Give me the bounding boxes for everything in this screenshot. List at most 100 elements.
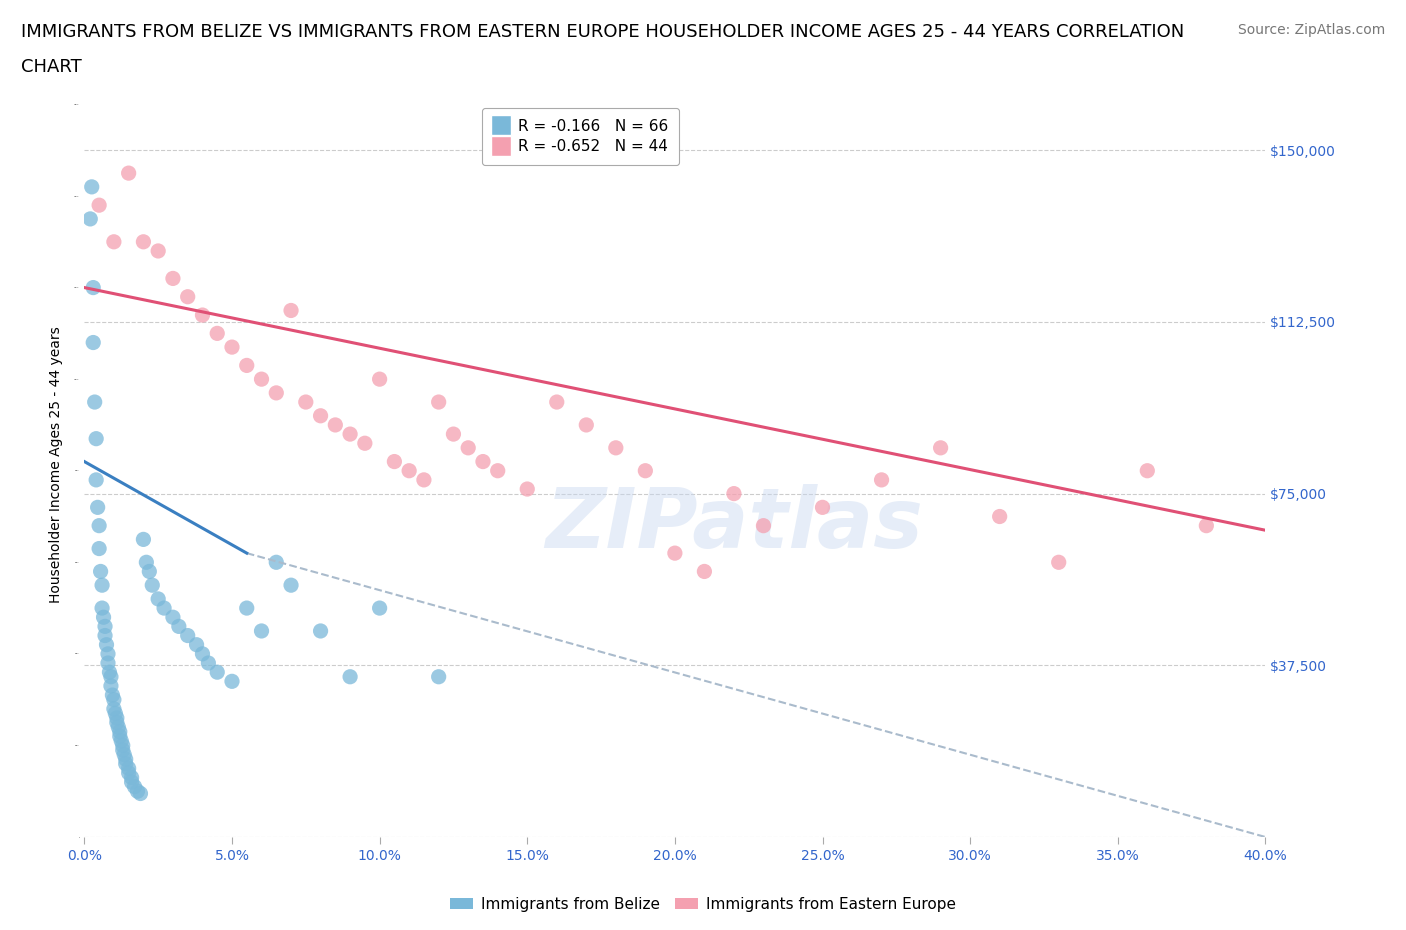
Point xyxy=(91,578,114,592)
Point xyxy=(546,394,568,409)
Point xyxy=(339,427,361,442)
Point xyxy=(108,729,131,744)
Point xyxy=(127,784,149,799)
Point xyxy=(89,518,111,533)
Point xyxy=(111,742,134,757)
Point xyxy=(339,670,361,684)
Point xyxy=(112,747,135,762)
Point xyxy=(153,601,176,616)
Text: IMMIGRANTS FROM BELIZE VS IMMIGRANTS FROM EASTERN EUROPE HOUSEHOLDER INCOME AGES: IMMIGRANTS FROM BELIZE VS IMMIGRANTS FRO… xyxy=(21,23,1184,41)
Point xyxy=(516,482,538,497)
Point xyxy=(162,610,184,625)
Point xyxy=(84,432,107,446)
Point xyxy=(100,670,122,684)
Point xyxy=(97,646,120,661)
Point xyxy=(135,555,157,570)
Point xyxy=(114,751,136,766)
Point xyxy=(91,601,114,616)
Point xyxy=(280,578,302,592)
Point xyxy=(250,623,273,638)
Point xyxy=(280,303,302,318)
Point xyxy=(101,687,124,702)
Point xyxy=(162,271,184,286)
Point xyxy=(124,779,146,794)
Point xyxy=(148,591,170,606)
Point xyxy=(105,711,128,725)
Point xyxy=(191,646,214,661)
Point xyxy=(103,234,125,249)
Point xyxy=(94,628,117,643)
Point xyxy=(221,674,243,689)
Point xyxy=(323,418,347,432)
Point xyxy=(83,394,105,409)
Point xyxy=(457,441,479,456)
Text: ZIPatlas: ZIPatlas xyxy=(546,484,922,565)
Point xyxy=(575,418,598,432)
Point xyxy=(129,786,152,801)
Point xyxy=(79,211,101,226)
Point xyxy=(236,358,259,373)
Point xyxy=(177,628,200,643)
Point xyxy=(723,486,745,501)
Point xyxy=(191,308,214,323)
Point xyxy=(118,765,141,780)
Point xyxy=(186,637,208,652)
Point xyxy=(94,619,117,634)
Point xyxy=(929,441,952,456)
Point xyxy=(354,436,377,451)
Point xyxy=(368,372,391,387)
Y-axis label: Householder Income Ages 25 - 44 years: Householder Income Ages 25 - 44 years xyxy=(49,326,63,604)
Point xyxy=(309,408,332,423)
Point xyxy=(80,179,103,194)
Point xyxy=(118,761,141,776)
Point xyxy=(90,564,112,578)
Point xyxy=(89,541,111,556)
Point xyxy=(382,454,406,469)
Point xyxy=(472,454,495,469)
Point xyxy=(100,679,122,694)
Text: CHART: CHART xyxy=(21,58,82,75)
Point xyxy=(132,234,155,249)
Point xyxy=(988,509,1011,524)
Point xyxy=(295,394,318,409)
Point xyxy=(84,472,107,487)
Point xyxy=(634,463,657,478)
Point xyxy=(96,637,118,652)
Point xyxy=(264,555,288,570)
Point xyxy=(82,335,104,350)
Legend: R = -0.166   N = 66, R = -0.652   N = 44: R = -0.166 N = 66, R = -0.652 N = 44 xyxy=(482,108,679,165)
Point xyxy=(752,518,775,533)
Point xyxy=(870,472,893,487)
Point xyxy=(82,280,104,295)
Point xyxy=(177,289,200,304)
Point xyxy=(110,734,132,749)
Point xyxy=(1195,518,1218,533)
Legend: Immigrants from Belize, Immigrants from Eastern Europe: Immigrants from Belize, Immigrants from … xyxy=(444,891,962,918)
Point xyxy=(89,198,111,213)
Point xyxy=(205,326,228,340)
Point xyxy=(104,706,127,721)
Point xyxy=(98,665,121,680)
Point xyxy=(108,724,131,739)
Point xyxy=(141,578,163,592)
Point xyxy=(427,394,450,409)
Point xyxy=(111,738,134,753)
Point xyxy=(264,385,288,400)
Point xyxy=(86,500,108,515)
Point xyxy=(138,564,160,578)
Point xyxy=(250,372,273,387)
Point xyxy=(103,692,125,707)
Point xyxy=(205,665,228,680)
Point xyxy=(107,720,129,735)
Point xyxy=(486,463,509,478)
Point xyxy=(221,339,243,354)
Text: Source: ZipAtlas.com: Source: ZipAtlas.com xyxy=(1237,23,1385,37)
Point xyxy=(398,463,420,478)
Point xyxy=(236,601,259,616)
Point xyxy=(167,619,190,634)
Point xyxy=(105,715,128,730)
Point xyxy=(427,670,450,684)
Point xyxy=(121,770,143,785)
Point xyxy=(693,564,716,578)
Point xyxy=(103,701,125,716)
